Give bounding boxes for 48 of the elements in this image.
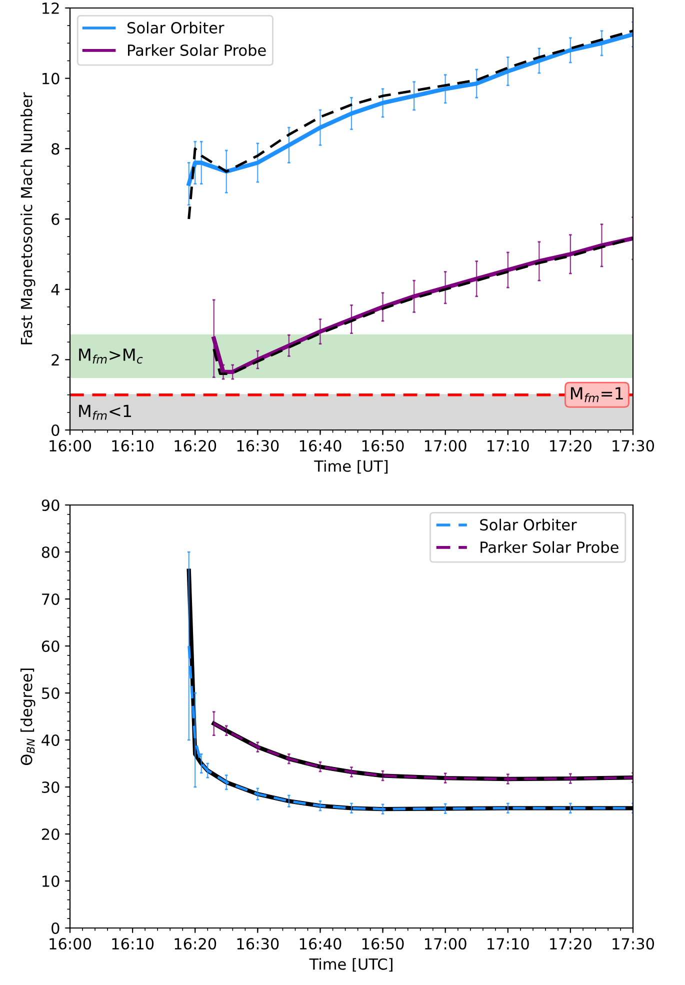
x-axis-title: Time [UT] [314,460,388,474]
y-tick-label: 12 [42,2,59,14]
x-tick-label: 16:50 [362,938,404,950]
x-tick-label: 16:40 [300,938,342,950]
y-tick-label: 0 [52,922,60,934]
y-tick-label: 10 [42,875,60,888]
y-tick-label: 2 [52,354,59,366]
x-tick-label: 17:10 [488,440,529,452]
y-tick-label: 80 [42,546,60,558]
legend-label: Solar Orbiter [128,22,224,34]
x-tick-label: 16:20 [174,440,216,452]
y-tick-label: 40 [42,734,60,746]
x-tick-label: 16:10 [112,440,154,452]
y-axis-title: Fast Magnetosonic Mach Number [20,92,36,344]
band-label: M$_{fm}$<1 [79,404,132,420]
x-tick-label: 17:20 [550,440,592,452]
x-tick-label: 17:20 [550,938,592,950]
y-tick-label: 30 [42,781,60,794]
legend-label: Solar Orbiter [480,518,577,531]
x-tick-label: 16:30 [237,440,279,452]
x-tick-label: 17:00 [424,440,466,452]
x-tick-label: 16:10 [112,938,154,950]
x-tick-label: 16:00 [50,440,91,452]
x-tick-label: 17:30 [612,938,654,950]
y-tick-label: 20 [42,828,60,840]
y-tick-label: 8 [52,143,60,155]
y-tick-label: 60 [42,640,60,652]
y-axis-title: Θ$_{BN}$ [degree] [20,668,36,765]
y-tick-label: 10 [42,72,60,84]
y-tick-label: 4 [51,284,60,296]
x-tick-label: 16:50 [362,440,404,452]
x-tick-label: 16:30 [237,938,279,950]
y-tick-label: 0 [52,424,60,436]
x-tick-label: 16:40 [300,440,342,452]
x-axis-title: Time [UTC] [309,958,392,972]
x-tick-label: 17:10 [488,938,529,950]
legend-label: Parker Solar Probe [480,541,618,553]
band-label: M$_{fm}$>M$_{c}$ [79,348,143,364]
x-tick-label: 16:20 [174,938,216,950]
y-tick-label: 90 [42,499,60,512]
ref-line-label: M$_{fm}$=1 [571,387,623,402]
legend-label: Parker Solar Probe [128,44,266,56]
x-tick-label: 17:00 [424,938,466,950]
x-tick-label: 17:30 [612,440,654,452]
y-tick-label: 6 [52,213,60,226]
x-tick-label: 16:00 [50,938,91,950]
y-tick-label: 70 [42,593,60,606]
y-tick-label: 50 [42,687,60,700]
